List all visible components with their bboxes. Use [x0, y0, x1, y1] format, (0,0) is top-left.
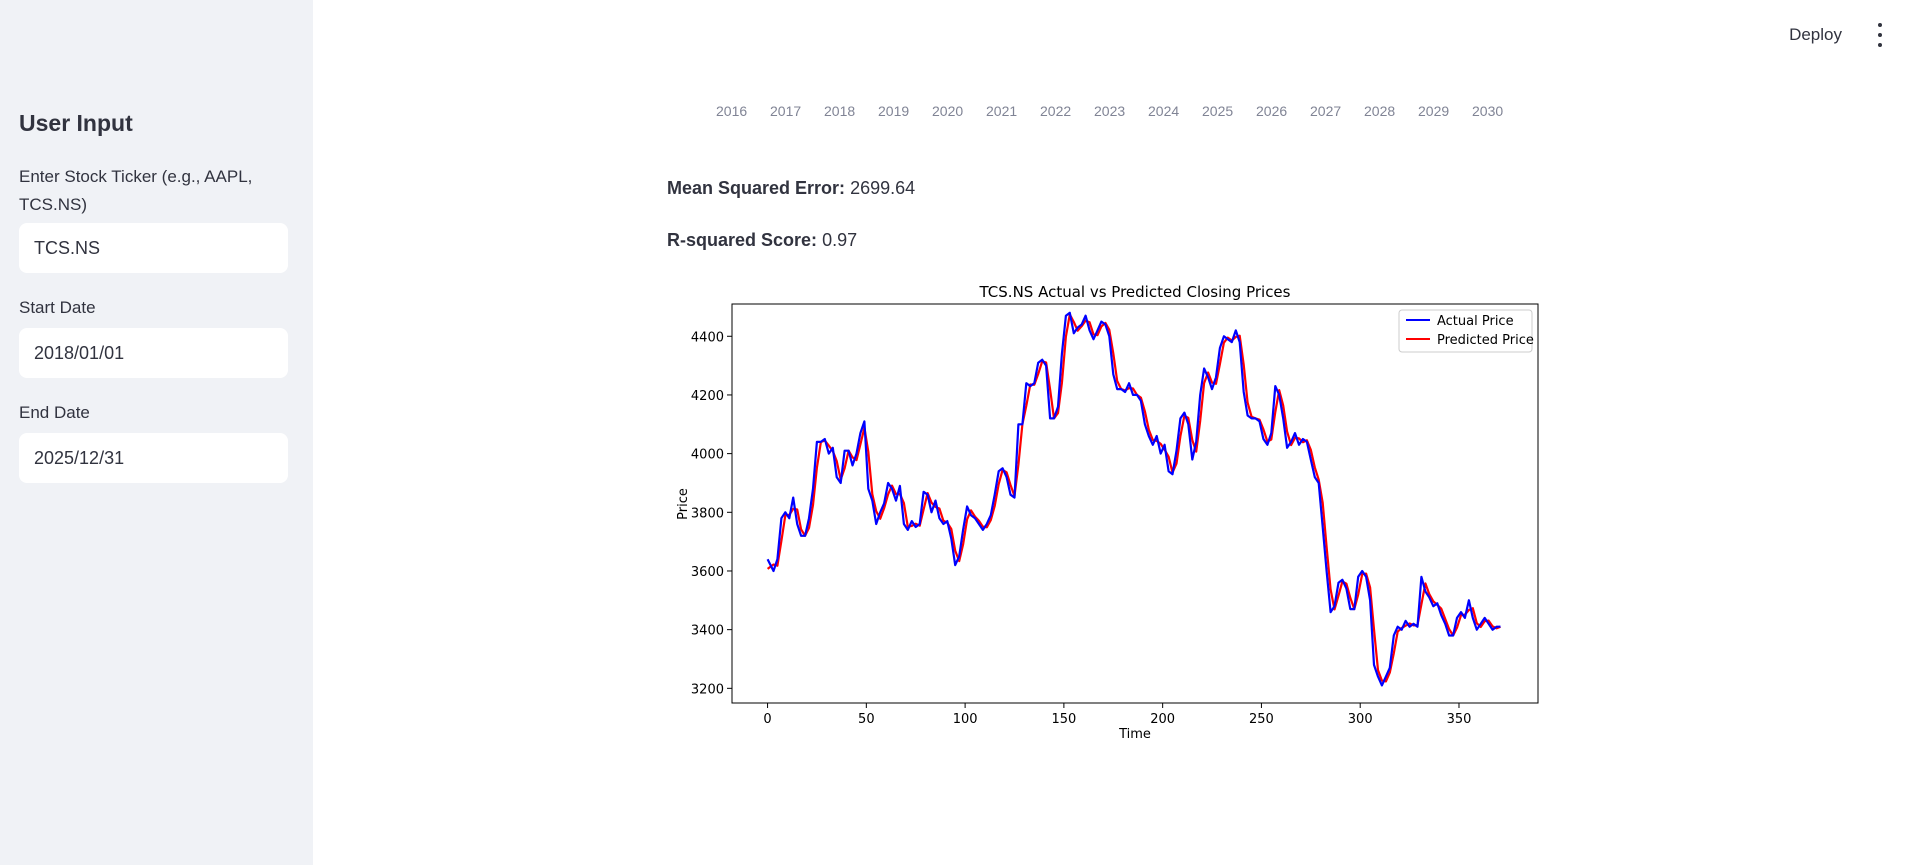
series-lines — [766, 311, 1501, 687]
x-tick-label: 0 — [763, 712, 771, 727]
x-tick-label: 50 — [858, 712, 875, 727]
predicted-price-line — [766, 313, 1501, 683]
year-option[interactable]: 2019 — [878, 103, 910, 119]
legend-actual: Actual Price — [1437, 314, 1514, 329]
year-option[interactable]: 2018 — [824, 103, 856, 119]
x-tick-label: 150 — [1051, 712, 1076, 727]
year-option[interactable]: 2026 — [1256, 103, 1288, 119]
y-tick-label: 3600 — [691, 565, 724, 580]
year-option[interactable]: 2022 — [1040, 103, 1072, 119]
year-list: 2016 2017 2018 2019 2020 2021 2022 2023 2024 2025… — [716, 103, 1526, 119]
start-date-label: Start Date — [19, 298, 96, 317]
y-tick-label: 4000 — [691, 448, 724, 463]
axis-ticks: 0 50 100 150 200 250 300 350 3200 3400 3600 3800 400… — [691, 330, 1471, 727]
year-option[interactable]: 2029 — [1418, 103, 1450, 119]
y-axis-label: Price — [676, 488, 691, 520]
plot-frame — [731, 303, 1539, 704]
ticker-input[interactable]: TCS.NS — [19, 223, 288, 273]
header-actions: Deploy — [1789, 0, 1912, 70]
ticker-label: Enter Stock Ticker (e.g., AAPL, TCS.NS) — [19, 167, 253, 214]
y-tick-label: 3800 — [691, 506, 724, 521]
chart-container: TCS.NS Actual vs Predicted Closing Price… — [667, 280, 1547, 755]
end-date-label: End Date — [19, 403, 90, 422]
x-tick-label: 250 — [1249, 712, 1274, 727]
year-option[interactable]: 2028 — [1364, 103, 1396, 119]
x-tick-label: 300 — [1348, 712, 1373, 727]
year-option[interactable]: 2024 — [1148, 103, 1180, 119]
legend-predicted: Predicted Price — [1437, 333, 1534, 348]
year-option[interactable]: 2027 — [1310, 103, 1342, 119]
x-tick-label: 100 — [953, 712, 978, 727]
year-option[interactable]: 2020 — [932, 103, 964, 119]
kebab-menu-icon[interactable] — [1870, 23, 1890, 47]
y-tick-label: 3400 — [691, 624, 724, 639]
y-tick-label: 4200 — [691, 389, 724, 404]
chart-title: TCS.NS Actual vs Predicted Closing Price… — [979, 283, 1291, 301]
y-tick-label: 3200 — [691, 682, 724, 697]
r2-metric: R-squared Score: 0.97 — [667, 230, 857, 251]
legend: Actual Price Predicted Price — [1398, 309, 1534, 353]
x-axis-label: Time — [1118, 727, 1151, 742]
mse-metric: Mean Squared Error: 2699.64 — [667, 178, 915, 199]
year-option[interactable]: 2017 — [770, 103, 802, 119]
x-tick-label: 350 — [1447, 712, 1472, 727]
year-option[interactable]: 2016 — [716, 103, 748, 119]
y-tick-label: 4400 — [691, 330, 724, 345]
end-date-input[interactable]: 2025/12/31 — [19, 433, 288, 483]
actual-price-line — [766, 311, 1501, 687]
start-date-input[interactable]: 2018/01/01 — [19, 328, 288, 378]
year-option[interactable]: 2025 — [1202, 103, 1234, 119]
r2-label: R-squared Score: — [667, 230, 818, 250]
price-chart: TCS.NS Actual vs Predicted Closing Price… — [676, 283, 1539, 742]
r2-value: 0.97 — [822, 230, 858, 250]
x-tick-label: 200 — [1150, 712, 1175, 727]
year-option[interactable]: 2030 — [1472, 103, 1504, 119]
deploy-button[interactable]: Deploy — [1789, 25, 1842, 44]
year-option[interactable]: 2021 — [986, 103, 1018, 119]
sidebar: User Input Enter Stock Ticker (e.g., AAP… — [0, 0, 313, 865]
mse-value: 2699.64 — [850, 178, 916, 198]
year-option[interactable]: 2023 — [1094, 103, 1126, 119]
mse-label: Mean Squared Error: — [667, 178, 846, 198]
sidebar-title: User Input — [19, 110, 133, 136]
